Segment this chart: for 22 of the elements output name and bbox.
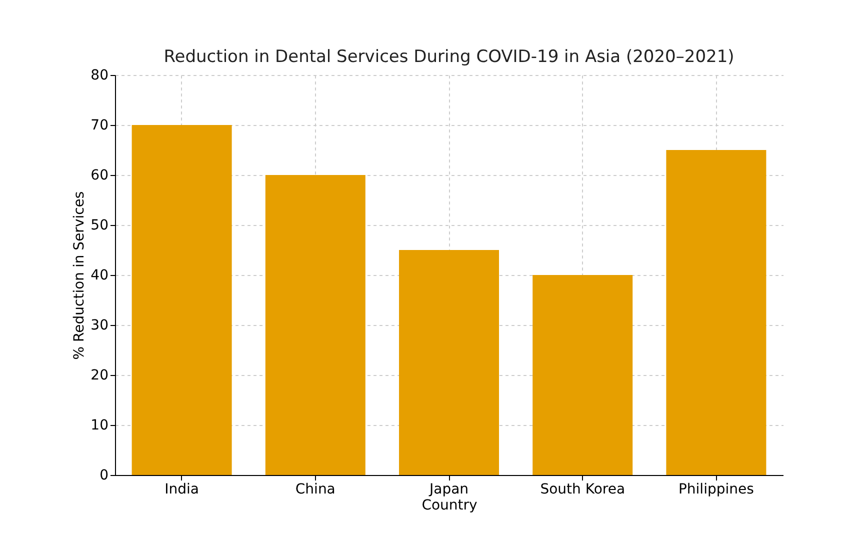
y-tick-label: 20 (90, 368, 108, 384)
chart-title: Reduction in Dental Services During COVID-19 in Asia (2020–2021) (164, 47, 734, 67)
y-tick-label: 60 (90, 168, 108, 184)
x-tick-label: India (164, 482, 199, 498)
y-tick-label: 80 (90, 68, 108, 84)
bar (666, 150, 766, 475)
bar (132, 125, 232, 475)
y-axis-title: % Reduction in Services (72, 191, 88, 360)
y-tick-label: 50 (90, 218, 108, 234)
y-tick-label: 30 (90, 318, 108, 334)
x-axis-title: Country (422, 498, 478, 514)
bar (532, 275, 633, 475)
x-tick-label: Philippines (678, 482, 754, 498)
bar (399, 250, 499, 475)
x-tick-label: South Korea (540, 482, 626, 498)
bar (265, 175, 366, 475)
y-tick-label: 0 (100, 468, 108, 484)
y-tick-label: 40 (90, 268, 108, 284)
y-tick-label: 70 (90, 118, 108, 134)
y-tick-label: 10 (90, 418, 108, 434)
x-tick-label: China (295, 482, 336, 498)
x-tick-label: Japan (428, 482, 469, 498)
